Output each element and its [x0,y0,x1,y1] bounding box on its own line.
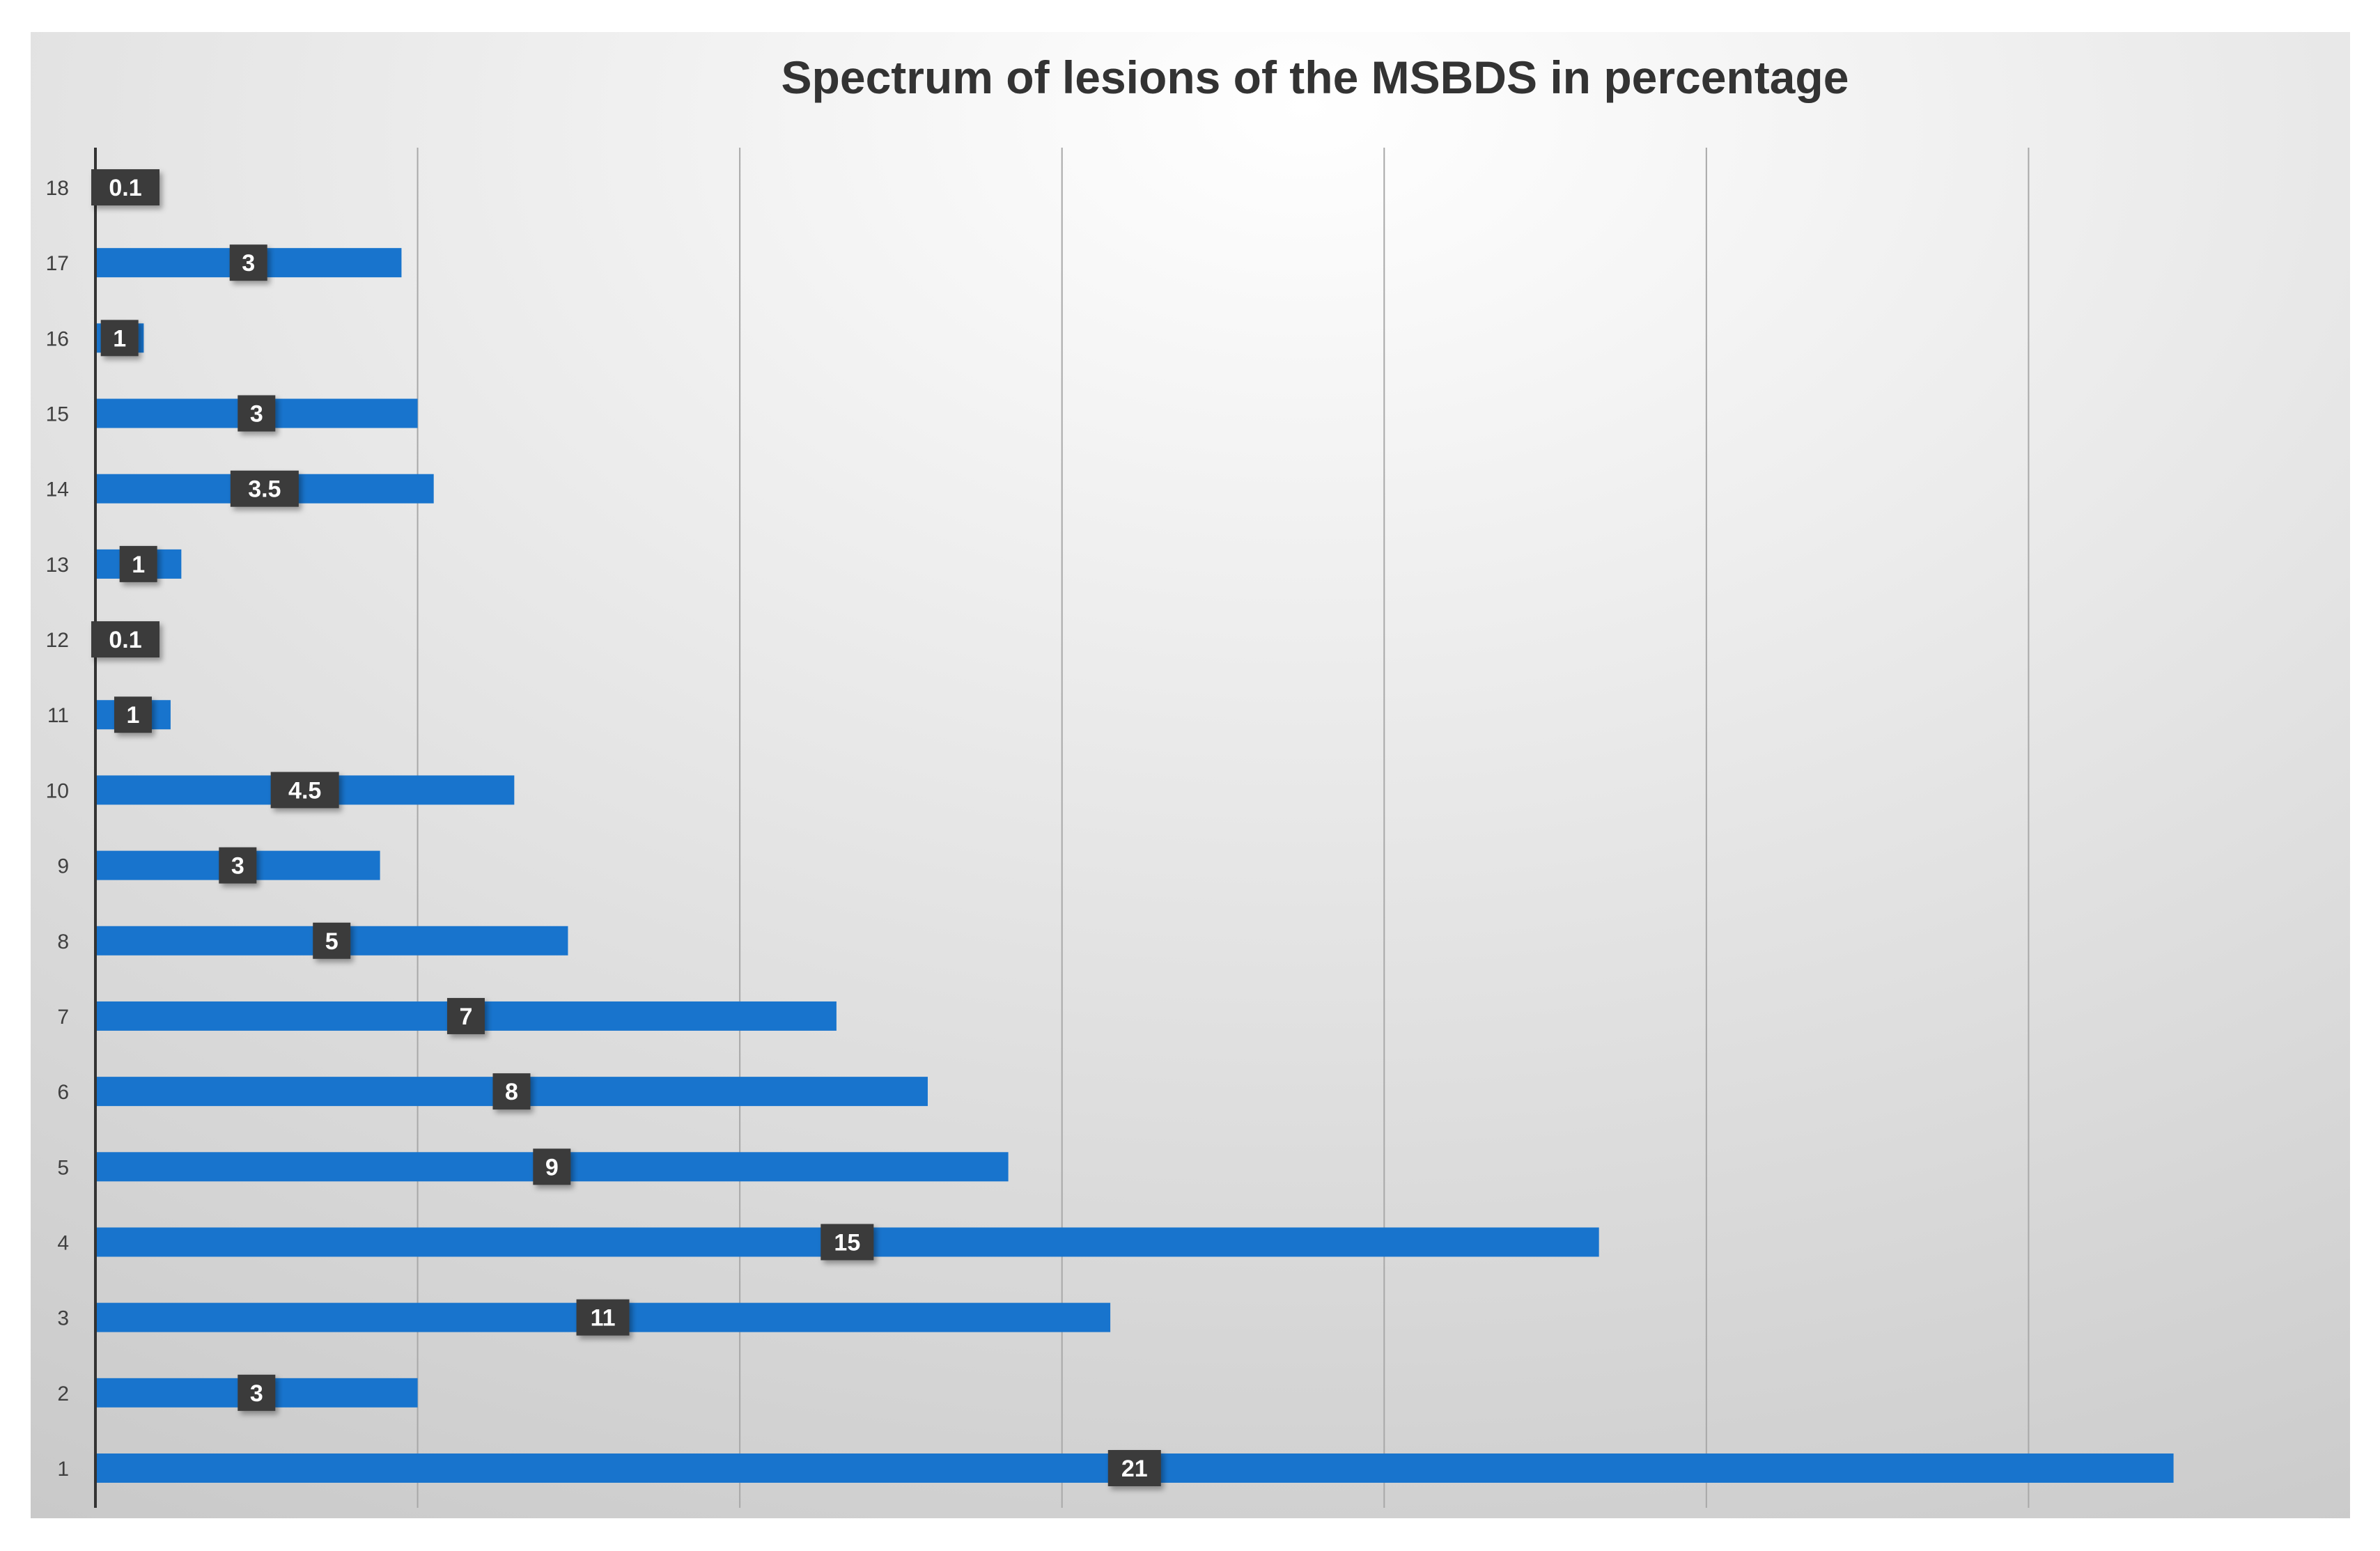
data-label-text: 0.1 [109,175,141,201]
data-label-text: 3 [231,853,244,880]
data-label-4: 15 [820,1224,874,1261]
data-label-box [820,1224,874,1261]
data-label-box [219,847,257,884]
data-label-text: 3.5 [248,476,281,503]
data-label-15: 3 [238,395,276,432]
data-label-text: 1 [113,325,126,352]
y-tick-label: 7 [57,1006,69,1029]
data-label-text: 7 [459,1004,472,1030]
y-tick-label: 16 [46,327,69,350]
data-label-8: 5 [313,922,351,959]
data-label-18: 0.1 [91,169,160,205]
data-label-2: 3 [238,1374,276,1411]
data-label-box [492,1073,531,1110]
data-label-3: 11 [576,1299,630,1336]
data-label-box [533,1148,571,1185]
y-tick-label: 11 [47,704,69,727]
data-label-text: 8 [505,1079,518,1105]
y-tick-label: 12 [46,629,69,652]
data-label-box [119,545,157,582]
data-label-text: 3 [250,401,263,428]
data-label-11: 1 [114,696,152,733]
data-label-text: 21 [1121,1456,1148,1482]
y-tick-label: 2 [57,1382,69,1405]
data-label-box [114,696,152,733]
y-tick-label: 6 [57,1081,69,1104]
data-label-5: 9 [533,1148,571,1185]
data-label-text: 5 [325,928,339,955]
data-label-1: 21 [1107,1450,1161,1486]
y-tick-label: 17 [46,252,69,275]
data-label-box [270,772,339,809]
chart-title: Spectrum of lesions of the MSBDS in perc… [781,52,1849,103]
data-label-text: 1 [127,702,140,728]
data-label-box [1107,1450,1161,1486]
data-label-16: 1 [100,320,139,357]
y-tick-label: 15 [46,403,69,426]
y-tick-label: 13 [46,554,69,577]
data-label-text: 9 [545,1154,559,1180]
y-tick-label: 10 [46,779,69,802]
data-label-box [230,470,299,507]
y-tick-label: 1 [57,1458,69,1481]
data-label-text: 3 [250,1380,263,1407]
data-label-6: 8 [492,1073,531,1110]
data-label-12: 0.1 [91,621,160,658]
data-label-box [576,1299,630,1336]
y-tick-label: 5 [57,1156,69,1179]
data-label-9: 3 [219,847,257,884]
y-tick-label: 8 [57,930,69,953]
data-label-box [91,621,160,658]
data-label-14: 3.5 [230,470,299,507]
data-label-text: 3 [242,250,255,276]
y-tick-label: 9 [57,855,69,878]
y-tick-label: 14 [46,478,69,501]
data-label-7: 7 [446,997,485,1034]
data-labels: 21 3 11 15 9 8 7 5 3 4.5 1 0.1 1 3.5 3 1 3 0.1 [91,169,1161,1486]
data-label-box [446,997,485,1034]
data-label-10: 4.5 [270,772,339,809]
data-label-box [100,320,139,357]
data-label-text: 1 [132,552,145,578]
gridlines [417,148,2030,1508]
data-label-17: 3 [229,244,267,281]
data-label-text: 11 [591,1305,616,1332]
data-label-text: 4.5 [288,777,321,804]
data-label-box [91,169,160,205]
y-tick-label: 3 [57,1307,69,1330]
y-tick-label: 4 [57,1231,69,1254]
data-label-box [229,244,267,281]
data-label-box [313,922,351,959]
data-label-box [238,1374,276,1411]
data-label-box [238,395,276,432]
y-tick-label: 18 [46,177,69,200]
data-label-text: 15 [834,1229,860,1256]
data-label-text: 0.1 [109,627,141,653]
data-label-13: 1 [119,545,157,582]
